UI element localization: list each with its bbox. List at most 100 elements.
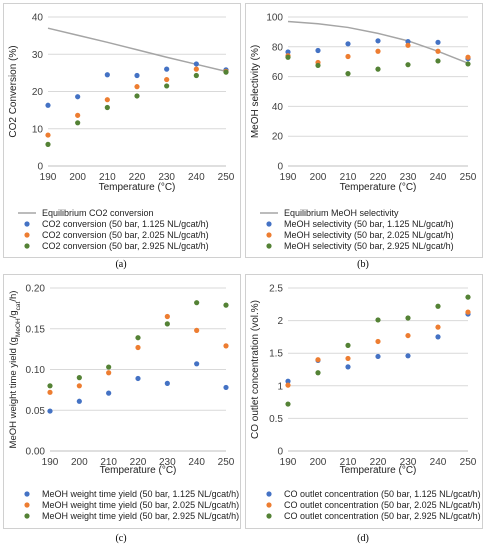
x-axis-label: Temperature (°C) <box>100 465 177 476</box>
legend-entry: CO2 conversion (50 bar, 1.125 NL/gcat/h) <box>42 219 209 229</box>
x-tick-label: 230 <box>400 172 417 183</box>
y-tick-label: 1.5 <box>269 349 283 360</box>
y-tick-label: 2 <box>277 316 283 327</box>
x-tick-label: 190 <box>42 457 59 468</box>
data-point <box>435 48 441 54</box>
data-point <box>194 361 200 367</box>
data-point <box>375 66 381 72</box>
data-point <box>315 62 321 69</box>
data-point <box>106 390 112 396</box>
legend-entry: MeOH weight time yield (50 bar, 1.125 NL… <box>42 489 239 499</box>
data-point <box>315 47 321 54</box>
data-point <box>435 324 441 330</box>
x-tick-label: 240 <box>430 457 447 468</box>
legend-entry: MeOH weight time yield (50 bar, 2.925 NL… <box>42 511 239 521</box>
x-tick-label: 200 <box>310 172 327 183</box>
data-point <box>405 353 411 359</box>
x-tick-label: 210 <box>340 457 357 468</box>
y-tick-label: 30 <box>32 50 44 61</box>
legend-marker-swatch <box>266 221 272 227</box>
data-point <box>164 66 170 72</box>
x-tick-label: 250 <box>460 457 477 468</box>
data-point <box>106 370 112 376</box>
data-point <box>194 327 200 333</box>
data-point <box>465 294 471 300</box>
data-point <box>223 302 229 308</box>
data-point <box>76 398 82 404</box>
y-tick-label: 0 <box>277 162 283 173</box>
x-tick-label: 220 <box>130 457 147 468</box>
legend-entry: CO2 conversion (50 bar, 2.925 NL/gcat/h) <box>42 241 209 251</box>
data-point <box>405 38 411 45</box>
y-tick-label: 40 <box>272 102 284 113</box>
x-tick-label: 230 <box>158 172 175 183</box>
data-point <box>223 384 229 391</box>
data-point <box>164 321 170 327</box>
data-point <box>75 112 81 118</box>
legend-marker-swatch <box>24 243 30 249</box>
data-point <box>465 54 471 60</box>
x-tick-label: 190 <box>280 172 297 183</box>
data-point <box>193 72 199 79</box>
legend-entry: MeOH selectivity (50 bar, 1.125 NL/gcat/… <box>284 219 454 229</box>
data-point <box>405 42 411 48</box>
data-point <box>315 370 321 376</box>
x-axis-label: Temperature (°C) <box>99 182 176 193</box>
data-point <box>345 53 351 60</box>
data-point <box>315 357 321 363</box>
data-point <box>134 93 140 99</box>
chart-d: 0 0.5 1 1.5 2 2.5 190 200 210 220 230 240 250 Tempera… <box>250 284 481 522</box>
legend-entry: CO2 conversion (50 bar, 2.025 NL/gcat/h) <box>42 230 209 240</box>
x-tick-label: 240 <box>188 457 205 468</box>
data-point <box>104 97 110 103</box>
x-tick-label: 220 <box>370 457 387 468</box>
chart-b: 0 20 40 60 80 100 190 200 210 220 230 240 250 Tempera… <box>250 13 477 252</box>
data-point <box>465 309 471 315</box>
x-tick-label: 230 <box>159 457 176 468</box>
legend-marker-swatch <box>24 232 30 238</box>
x-tick-label: 250 <box>218 457 235 468</box>
data-point <box>134 72 140 79</box>
data-point <box>345 355 351 362</box>
data-point <box>47 408 53 414</box>
data-point <box>435 303 441 309</box>
panel-caption-b: (b) <box>357 259 369 270</box>
legend-marker-swatch <box>24 502 30 508</box>
panel-caption-c: (c) <box>115 533 127 544</box>
data-point <box>193 66 199 72</box>
data-point <box>104 72 110 78</box>
data-point <box>47 383 53 389</box>
chart-panel-c: 0.00 0.05 0.10 0.15 0.20 190 200 210 220 230 240 25… <box>3 274 241 529</box>
x-tick-label: 200 <box>69 172 86 183</box>
y-tick-label: 0.05 <box>26 406 46 417</box>
data-point <box>194 300 200 306</box>
data-point <box>435 39 441 45</box>
data-point <box>164 313 170 320</box>
data-point <box>285 49 291 55</box>
data-point <box>435 58 441 64</box>
legend-marker-swatch <box>24 221 30 227</box>
legend-marker-swatch <box>266 243 272 249</box>
y-tick-label: 0.15 <box>26 324 46 335</box>
data-point <box>375 338 381 345</box>
data-point <box>345 71 351 77</box>
y-axis-label: CO outlet concentration (vol.%) <box>250 300 261 439</box>
panel-caption-a: (a) <box>115 259 127 270</box>
data-point <box>45 141 51 147</box>
y-tick-label: 0.5 <box>269 414 283 425</box>
legend-entry: CO outlet concentration (50 bar, 1.125 N… <box>284 489 481 499</box>
legend-entry: MeOH selectivity (50 bar, 2.925 NL/gcat/… <box>284 241 454 251</box>
data-point <box>375 317 381 323</box>
data-point <box>345 342 351 348</box>
x-tick-label: 210 <box>100 457 117 468</box>
data-point <box>164 76 170 83</box>
data-point <box>285 382 291 388</box>
chart-panel-a: 0 10 20 30 40 190 200 210 220 230 240 250 Temperatur… <box>3 3 241 258</box>
x-tick-label: 220 <box>370 172 387 183</box>
data-point <box>76 375 82 381</box>
x-tick-label: 220 <box>129 172 146 183</box>
data-point <box>223 343 229 349</box>
chart-c: 0.00 0.05 0.10 0.15 0.20 190 200 210 220 230 240 25… <box>8 284 239 522</box>
chart-panel-b: 0 20 40 60 80 100 190 200 210 220 230 240 250 Tempera… <box>245 3 483 258</box>
x-tick-label: 200 <box>71 457 88 468</box>
